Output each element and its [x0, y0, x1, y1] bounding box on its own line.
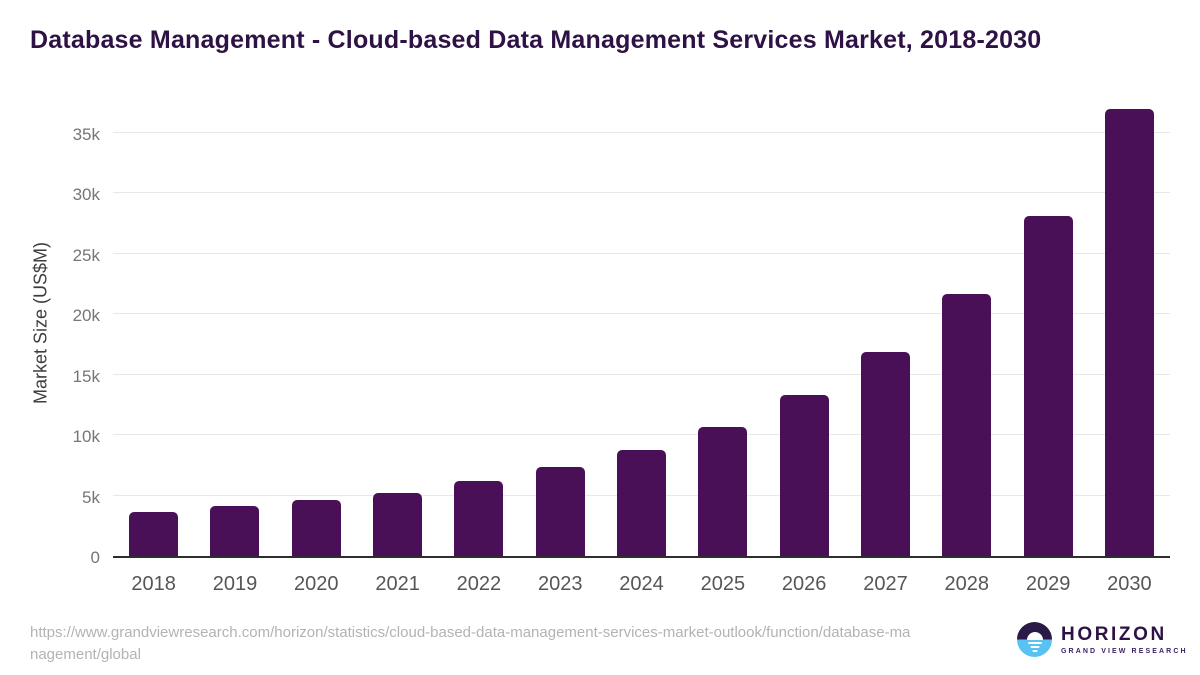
source-url-line: nagement/global: [30, 646, 141, 663]
y-tick-label: 5k: [82, 487, 100, 507]
page-title: Database Management - Cloud-based Data M…: [30, 26, 1042, 54]
bar-slot: [520, 111, 601, 556]
y-axis-tick-labels: 0 5k 10k 15k 20k 25k 30k 35k: [0, 111, 100, 567]
bar-slot: [845, 111, 926, 556]
y-tick-label: 30k: [72, 185, 100, 205]
y-tick-label: 0: [90, 548, 100, 567]
water-reflection-line: [1032, 649, 1037, 652]
bar-slot: [1089, 108, 1170, 556]
x-tick-label: 2029: [1025, 573, 1071, 595]
horizon-sun-over-water-icon: [1017, 622, 1052, 657]
horizon-logo: HORIZON GRAND VIEW RESEARCH: [1017, 622, 1188, 657]
y-tick-label: 35k: [72, 124, 100, 144]
x-tick-label: 2027: [863, 573, 908, 595]
x-tick-label: 2018: [131, 573, 176, 595]
bar-2018: [129, 512, 179, 556]
bar-slot: [1007, 111, 1088, 556]
chart-area: 0 5k 10k 15k 20k 25k 30k 35k: [0, 108, 1170, 567]
gridline-15000: [113, 373, 1170, 375]
x-tick-label: 2020: [294, 573, 339, 595]
bar-2029: [1023, 216, 1073, 556]
water-reflection-line: [1030, 645, 1039, 648]
gridline-20000: [113, 313, 1170, 315]
bar-slot: [113, 111, 194, 556]
gridline-35000: [113, 131, 1170, 133]
bar-slot: [682, 111, 763, 556]
x-tick-label: 2024: [619, 573, 664, 595]
logo-subtitle: GRAND VIEW RESEARCH: [1061, 648, 1188, 655]
source-url-line: https://www.grandviewresearch.com/horizo…: [30, 624, 911, 641]
bar-2021: [373, 493, 423, 556]
bar-slot: [926, 111, 1007, 556]
x-tick-label: 2025: [700, 573, 746, 595]
sun-icon: [1026, 631, 1043, 640]
bar-2019: [210, 506, 260, 556]
bar-2024: [617, 449, 667, 556]
y-tick-label: 25k: [72, 245, 100, 265]
bar-slot: [438, 111, 519, 556]
bar-slot: [276, 111, 357, 556]
gridline-25000: [113, 252, 1170, 254]
y-tick-label: 15k: [72, 366, 100, 386]
bar-slot: [601, 111, 682, 556]
x-tick-label: 2019: [212, 573, 258, 595]
bar-slot: [357, 111, 438, 556]
x-axis-tick-labels: 2018 2019 2020 2021 2022 2023 2024 2025 2026 2027…: [113, 567, 1170, 596]
gridline-30000: [113, 192, 1170, 194]
bar-2030: [1104, 108, 1154, 556]
x-tick-label: 2021: [375, 573, 420, 595]
gridline-10000: [113, 434, 1170, 436]
bar-2028: [942, 293, 992, 556]
source-url: https://www.grandviewresearch.com/horizo…: [30, 622, 980, 666]
bar-2027: [860, 351, 910, 556]
bar-series: [113, 108, 1170, 556]
bar-2025: [698, 426, 748, 556]
bar-2023: [535, 466, 585, 556]
x-tick-label: 2026: [781, 573, 827, 595]
bar-2020: [291, 500, 341, 556]
bar-slot: [194, 111, 275, 556]
water-reflection-line: [1027, 641, 1042, 644]
x-tick-label: 2023: [537, 573, 583, 595]
plot-area: [113, 108, 1170, 558]
y-tick-label: 10k: [72, 427, 100, 447]
bar-2026: [779, 395, 829, 556]
bar-slot: [764, 111, 845, 556]
y-tick-label: 20k: [72, 306, 100, 326]
logo-name: HORIZON: [1061, 624, 1167, 645]
x-tick-label: 2022: [456, 573, 502, 595]
logo-text: HORIZON GRAND VIEW RESEARCH: [1061, 622, 1188, 655]
bar-2022: [454, 481, 504, 556]
x-tick-label: 2030: [1107, 573, 1152, 595]
x-tick-label: 2028: [944, 573, 990, 595]
